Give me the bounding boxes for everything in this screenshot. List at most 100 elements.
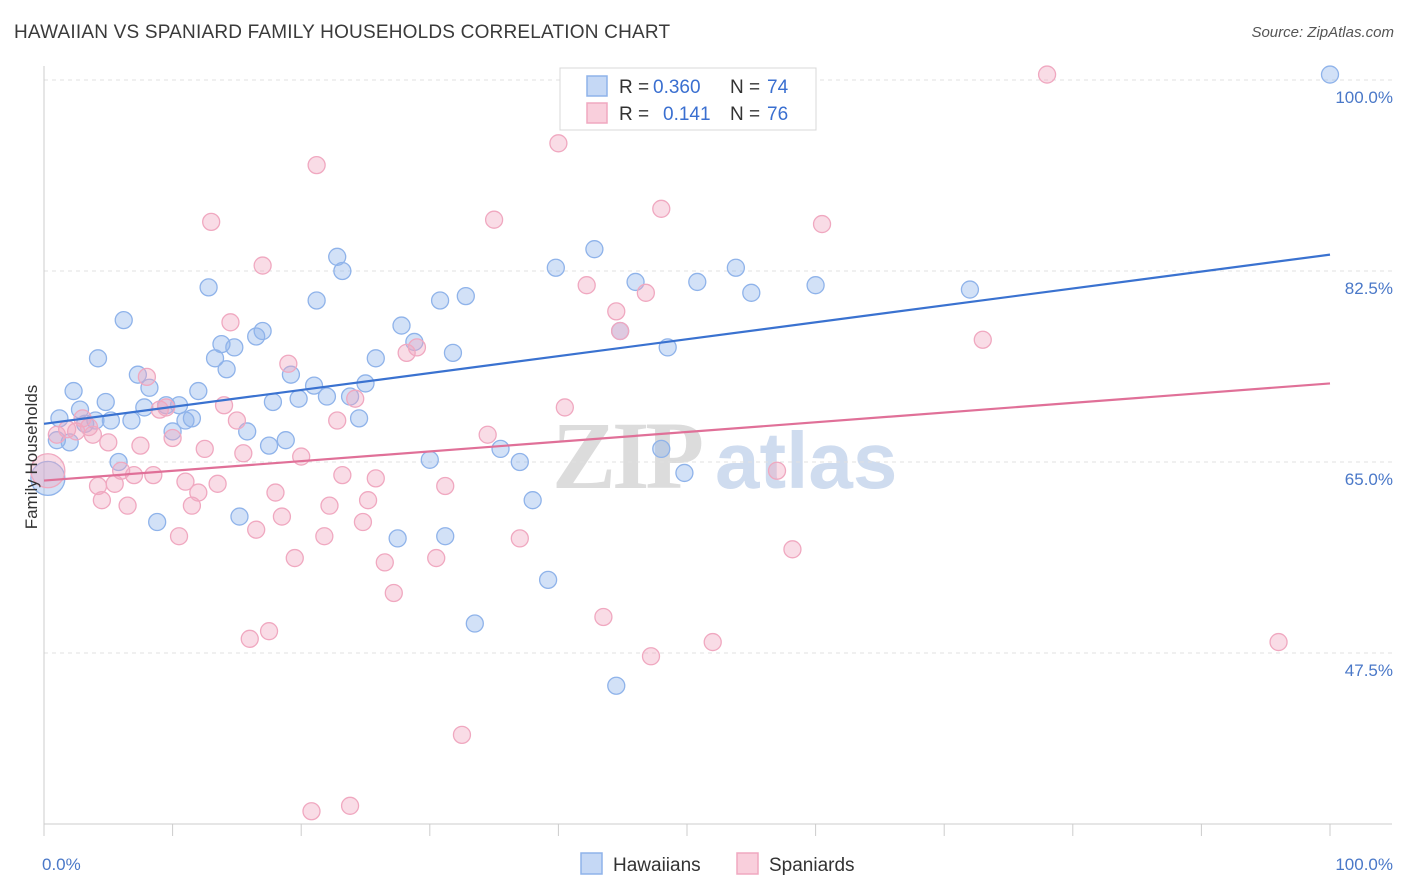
point-spaniards: [577, 276, 596, 295]
point-hawaiians: [333, 261, 352, 281]
points-layer: [30, 65, 1340, 821]
point-hawaiians: [652, 439, 671, 459]
point-spaniards: [92, 491, 112, 510]
point-hawaiians: [742, 283, 761, 302]
point-spaniards: [340, 796, 360, 815]
point-spaniards: [234, 444, 253, 463]
point-hawaiians: [64, 381, 83, 401]
point-spaniards: [240, 629, 259, 648]
legend-swatch-hawaiians: [586, 75, 608, 97]
point-hawaiians: [1320, 65, 1340, 84]
point-hawaiians: [607, 676, 626, 695]
point-spaniards: [266, 483, 285, 502]
point-hawaiians: [328, 247, 347, 266]
point-hawaiians: [230, 507, 249, 526]
point-hawaiians: [675, 463, 694, 483]
legend-r-value-2: 0.141: [663, 104, 711, 125]
trendline-spaniards: [43, 382, 1331, 482]
chart-source: Source: ZipAtlas.com: [1251, 24, 1394, 41]
watermark-atlas: atlas: [715, 416, 897, 505]
point-hawaiians: [96, 392, 115, 412]
point-spaniards: [783, 540, 802, 559]
point-spaniards: [407, 338, 427, 357]
point-spaniards: [221, 313, 240, 332]
y-tick-label: 47.5%: [1345, 661, 1393, 680]
bottom-legend-label-spaniards: Spaniards: [769, 855, 855, 876]
point-spaniards: [1269, 632, 1288, 652]
point-spaniards: [169, 527, 189, 546]
point-spaniards: [767, 461, 787, 480]
point-spaniards: [353, 512, 373, 532]
point-spaniards: [397, 343, 416, 363]
point-hawaiians: [523, 491, 542, 510]
point-spaniards: [302, 802, 321, 821]
point-spaniards: [607, 302, 626, 321]
point-hawaiians: [199, 278, 218, 297]
point-spaniards: [307, 155, 326, 175]
point-hawaiians: [225, 338, 244, 357]
bottom-legend-swatch-hawaiians: [580, 852, 603, 875]
point-spaniards: [144, 465, 163, 485]
legend-n-label-1: N =: [730, 77, 760, 98]
point-hawaiians: [289, 389, 308, 408]
point-hawaiians: [307, 291, 326, 310]
point-hawaiians: [960, 280, 980, 299]
point-spaniards: [436, 476, 455, 496]
series-spaniards: [30, 65, 1288, 821]
point-spaniards: [247, 520, 266, 539]
point-spaniards: [358, 491, 378, 510]
point-hawaiians: [436, 527, 455, 546]
point-hawaiians: [420, 450, 439, 469]
point-spaniards: [279, 354, 298, 373]
point-spaniards: [484, 210, 504, 229]
point-spaniards: [259, 622, 279, 641]
legend: R = 0.360 N = 74 R = 0.141 N = 76: [559, 67, 817, 131]
point-hawaiians: [263, 392, 283, 412]
point-spaniards: [427, 548, 446, 568]
point-spaniards: [366, 469, 385, 488]
chart-title: HAWAIIAN VS SPANIARD FAMILY HOUSEHOLDS C…: [14, 22, 671, 43]
point-hawaiians: [430, 291, 450, 310]
point-spaniards: [285, 548, 304, 568]
point-hawaiians: [688, 272, 707, 292]
bottom-legend: Hawaiians Spaniards: [580, 852, 855, 876]
y-tick-label: 100.0%: [1335, 88, 1393, 107]
point-hawaiians: [148, 512, 167, 532]
point-hawaiians: [538, 570, 558, 590]
legend-n-value-2: 76: [767, 104, 788, 125]
point-hawaiians: [491, 439, 510, 459]
point-spaniards: [478, 425, 497, 444]
point-spaniards: [47, 425, 67, 444]
point-spaniards: [594, 607, 613, 627]
series-hawaiians: [30, 65, 1340, 695]
point-hawaiians: [366, 349, 385, 368]
point-spaniards: [253, 256, 272, 275]
point-hawaiians: [443, 343, 463, 363]
point-spaniards: [384, 583, 403, 603]
legend-r-label-2: R =: [619, 104, 649, 125]
bottom-legend-swatch-spaniards: [736, 852, 759, 875]
point-spaniards: [610, 321, 630, 341]
bottom-legend-label-hawaiians: Hawaiians: [613, 855, 701, 876]
legend-n-label-2: N =: [730, 104, 760, 125]
point-spaniards: [227, 411, 247, 430]
grid-lines: [44, 79, 1392, 654]
point-hawaiians: [253, 321, 272, 341]
point-hawaiians: [585, 240, 604, 259]
watermark-zip: ZIP: [552, 402, 701, 509]
point-spaniards: [189, 483, 208, 502]
point-spaniards: [176, 472, 195, 491]
point-spaniards: [272, 507, 292, 526]
x-tick-labels: 0.0% 100.0%: [42, 855, 1393, 874]
point-spaniards: [202, 212, 221, 232]
point-hawaiians: [806, 276, 825, 295]
point-spaniards: [652, 199, 671, 218]
point-spaniards: [641, 647, 661, 666]
point-hawaiians: [88, 349, 108, 368]
point-hawaiians: [392, 316, 411, 335]
point-spaniards: [375, 553, 394, 572]
point-spaniards: [163, 428, 182, 448]
axes: [43, 66, 1392, 836]
point-hawaiians: [135, 398, 154, 417]
